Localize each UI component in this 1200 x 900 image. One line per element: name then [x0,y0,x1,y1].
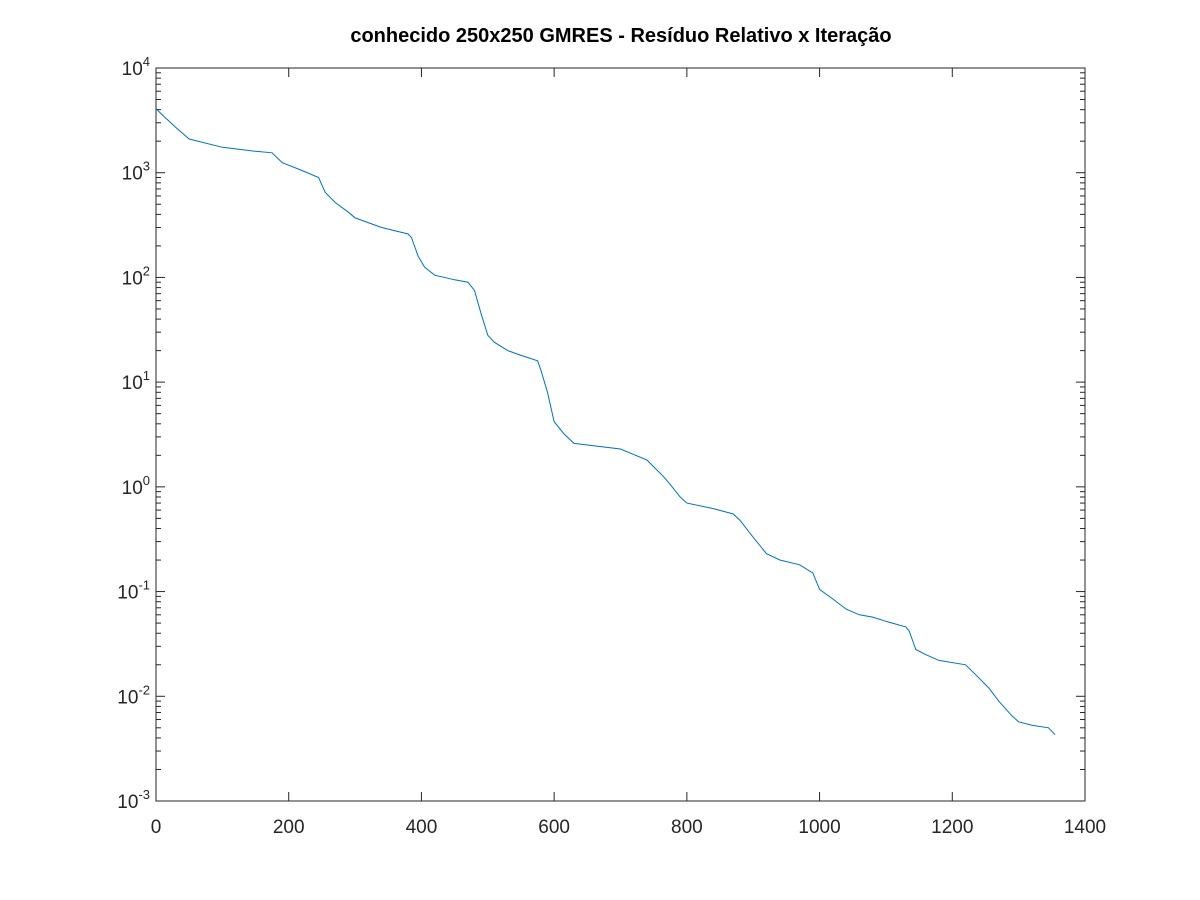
x-axis: 0 200 400 600 800 1000 1200 1400 [151,68,1106,838]
y-tick-exponent: 2 [143,263,150,278]
y-tick-base: 10 [117,792,138,813]
x-tick-label: 1200 [931,817,973,838]
x-tick-label: 1000 [798,817,840,838]
y-tick-base: 10 [122,59,143,80]
y-tick-label: 102 [122,263,150,289]
y-tick-exponent: -1 [138,578,150,593]
y-tick-base: 10 [117,583,138,604]
y-tick-exponent: 0 [143,473,150,488]
y-tick-label: 10-2 [117,682,150,708]
y-tick-exponent: 1 [143,368,150,383]
chart-title: conhecido 250x250 GMRES - Resíduo Relati… [350,25,891,47]
y-tick-label: 103 [122,159,150,185]
y-tick-exponent: 3 [143,159,150,174]
y-tick-label: 10-3 [117,787,150,813]
y-tick-label: 10-1 [117,578,150,604]
x-tick-label: 800 [671,817,703,838]
y-tick-base: 10 [122,268,143,289]
y-tick-exponent: -3 [138,787,150,802]
y-tick-base: 10 [117,687,138,708]
y-tick-exponent: 4 [143,54,150,69]
x-tick-label: 600 [538,817,570,838]
plot-area-box [155,67,1086,802]
x-tick-label: 200 [273,817,305,838]
x-tick-label: 400 [406,817,438,838]
y-tick-base: 10 [122,373,143,394]
y-tick-base: 10 [122,164,143,185]
series-layer [155,108,1056,736]
series-line [155,108,1056,736]
y-tick-label: 100 [122,473,150,499]
x-tick-label: 1400 [1064,817,1106,838]
y-tick-exponent: -2 [138,682,150,697]
y-tick-label: 101 [122,368,150,394]
y-tick-label: 104 [122,54,150,80]
x-tick-label: 0 [151,817,162,838]
y-tick-base: 10 [122,478,143,499]
